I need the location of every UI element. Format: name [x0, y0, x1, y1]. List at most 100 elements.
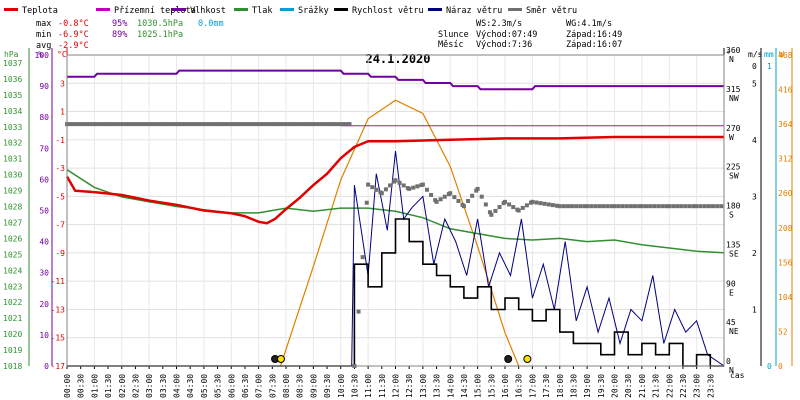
wind-direction-point [127, 122, 132, 127]
hpa-tick-label: 1027 [3, 218, 22, 227]
w-tick-label: 156 [778, 258, 793, 267]
wind-direction-point [565, 204, 570, 209]
grid [67, 54, 724, 367]
wind-direction-point [199, 122, 204, 127]
wind-direction-point [415, 184, 420, 189]
hum-tick-label: 90 [39, 82, 49, 91]
time-tick-label: 22:00 [665, 374, 674, 398]
sun-moon-markers [271, 355, 532, 363]
legend-item-vlhkost: Vlhkost [172, 6, 226, 16]
time-tick-label: 04:00 [173, 374, 182, 398]
wind-direction-point [140, 122, 145, 127]
wind-direction-point [711, 204, 716, 209]
time-tick-label: 17:30 [542, 374, 551, 398]
wind-direction-point [424, 187, 429, 192]
wind-direction-point [304, 122, 309, 127]
wind-direction-point [248, 122, 253, 127]
time-tick-label: 09:30 [323, 374, 332, 398]
series-wind-gust [67, 151, 725, 367]
wind-direction-point [667, 204, 672, 209]
wind-direction-point [542, 201, 547, 206]
mm-tick-label: 1 [767, 62, 772, 71]
time-tick-label: 15:00 [474, 374, 483, 398]
wind-direction-point [281, 122, 286, 127]
time-tick-label: 22:30 [679, 374, 688, 398]
wind-direction-point [337, 122, 342, 127]
dir-tick-deg: 360 [726, 46, 741, 55]
wind-direction-point [652, 204, 657, 209]
wind-direction-point [643, 204, 648, 209]
ms-tick-label: 0 [752, 62, 757, 71]
wind-direction-point [698, 204, 703, 209]
time-tick-label: 17:00 [528, 374, 537, 398]
wind-direction-point [639, 204, 644, 209]
left-axis-ticks: 1037103610351034103310321031103010291028… [3, 51, 65, 371]
dir-tick-deg: 0 [726, 357, 731, 366]
wind-direction-point [706, 204, 711, 209]
dir-tick-deg: 90 [726, 279, 736, 288]
wind-direction-point [189, 122, 194, 127]
time-tick-label: 16:00 [501, 374, 510, 398]
w-tick-label: 104 [778, 293, 793, 302]
wind-direction-point [456, 198, 461, 203]
hum-tick-label: 40 [39, 238, 49, 247]
temp-tick-label: -11 [51, 277, 66, 286]
time-tick-label: 15:30 [487, 374, 496, 398]
dir-tick-name: NE [729, 327, 739, 336]
wind-direction-point [258, 122, 263, 127]
time-tick-label: 16:30 [515, 374, 524, 398]
time-tick-label: 10:00 [337, 374, 346, 398]
wind-direction-point [344, 122, 349, 127]
wind-direction-point [278, 122, 283, 127]
wind-direction-point [265, 122, 270, 127]
time-tick-label: 04:30 [186, 374, 195, 398]
wind-direction-point [671, 204, 676, 209]
wind-direction-point [601, 204, 606, 209]
ms-tick-label: 3 [752, 192, 757, 201]
wind-direction-point [475, 186, 480, 191]
axis-unit-dir: ° [726, 50, 731, 59]
dir-tick-name: W [729, 133, 734, 142]
series-wind-direction [65, 122, 724, 368]
dir-tick-name: S [729, 211, 734, 220]
wind-direction-point [489, 212, 494, 217]
wind-direction-point [124, 122, 129, 127]
time-tick-label: 08:30 [296, 374, 305, 398]
wind-direction-point [202, 122, 207, 127]
time-tick-label: 13:00 [419, 374, 428, 398]
stat-ws: WS:2.3m/s [476, 19, 522, 29]
axis-unit-temp: °C [57, 50, 67, 59]
mm-tick-label: 0 [767, 362, 772, 371]
wind-direction-point [356, 309, 361, 314]
w-tick-label: 208 [778, 224, 793, 233]
temp-tick-label: -1 [55, 136, 65, 145]
wind-direction-point [597, 204, 602, 209]
axis-unit-ms: m/s [748, 50, 763, 59]
stat-min-label: min [36, 30, 51, 40]
wind-direction-point [470, 193, 475, 198]
dir-tick-deg: 225 [726, 163, 741, 172]
time-tick-label: 01:30 [104, 374, 113, 398]
plot-frame [66, 54, 725, 367]
wind-direction-point [219, 122, 224, 127]
wind-direction-point [150, 122, 155, 127]
wind-direction-point [715, 204, 720, 209]
wind-direction-point [411, 185, 416, 190]
legend-label-teplota: Teplota [22, 6, 58, 16]
w-tick-label: 468 [778, 51, 793, 60]
wind-direction-point [324, 122, 329, 127]
wind-direction-point [374, 187, 379, 192]
wind-direction-point [497, 205, 502, 210]
time-tick-label: 21:30 [652, 374, 661, 398]
temp-tick-label: -3 [55, 164, 65, 173]
wind-direction-point [656, 204, 661, 209]
legend-item-teplota: Teplota [4, 6, 58, 16]
hpa-tick-label: 1033 [3, 123, 22, 132]
time-tick-label: 12:00 [392, 374, 401, 398]
stat-sun-set: Západ:16:49 [566, 30, 622, 40]
stat-moon-rise: Východ:7:36 [476, 40, 532, 50]
wind-direction-point [364, 200, 369, 205]
w-tick-label: 416 [778, 86, 793, 95]
wind-direction-point [334, 122, 339, 127]
dir-tick-name: E [729, 288, 734, 297]
